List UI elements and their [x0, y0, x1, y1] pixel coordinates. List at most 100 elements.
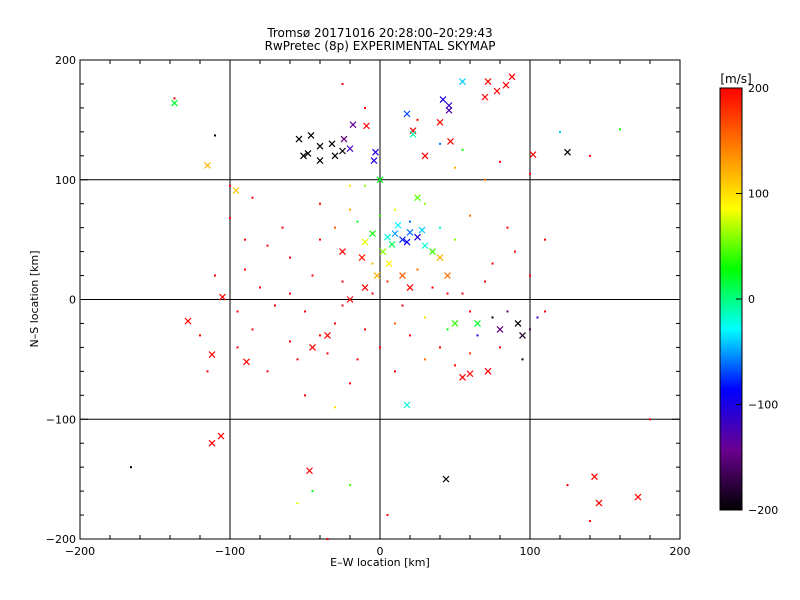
data-point-x — [349, 121, 357, 129]
data-point-x — [300, 152, 307, 160]
data-point-dot — [386, 514, 389, 517]
data-point-x — [304, 149, 312, 157]
data-point-x — [394, 221, 402, 229]
data-point-dot — [319, 334, 321, 337]
data-point-dot — [619, 128, 621, 131]
data-point-dot — [371, 292, 374, 295]
data-point-x — [361, 284, 369, 291]
data-point-dot — [544, 310, 546, 313]
data-point-dot — [356, 358, 359, 361]
data-point-dot — [469, 310, 471, 313]
data-point-dot — [559, 130, 561, 133]
colorbar: −200 −100 0 100 200 — [719, 82, 778, 517]
data-point-dot — [296, 502, 299, 505]
data-point-dot — [461, 148, 464, 151]
data-point-dot — [251, 328, 254, 331]
data-point-x — [243, 358, 250, 366]
data-point-dot — [424, 202, 426, 205]
data-point-dot — [364, 106, 366, 109]
data-point-x — [459, 78, 466, 85]
data-point-dot — [244, 238, 246, 241]
data-point-dot — [364, 328, 366, 331]
data-point-dot — [461, 292, 464, 295]
data-point-dot — [319, 202, 321, 205]
data-point-dot — [349, 184, 351, 187]
data-point-x — [339, 248, 346, 256]
data-point-dot — [326, 352, 329, 355]
colorbar-tick-label: 100 — [748, 188, 769, 201]
data-point-x — [421, 152, 429, 160]
data-point-dot — [349, 382, 351, 385]
data-point-dot — [394, 208, 396, 211]
data-point-dot — [289, 256, 291, 259]
data-point-dot — [274, 304, 276, 307]
data-point-x — [409, 130, 417, 138]
data-point-x — [403, 401, 411, 409]
data-point-x — [399, 272, 406, 279]
data-point-x — [436, 118, 444, 126]
data-point-dot — [214, 274, 216, 277]
data-point-dot — [311, 490, 314, 493]
data-point-dot — [454, 364, 456, 367]
data-point-dot — [229, 217, 231, 220]
data-point-x — [324, 332, 331, 339]
data-point-dot — [469, 214, 471, 217]
data-point-x — [445, 106, 453, 114]
data-point-dot — [304, 310, 306, 313]
data-point-dot — [379, 214, 381, 217]
data-point-x — [502, 81, 510, 89]
data-point-dot — [266, 244, 269, 247]
x-tick-label: −200 — [65, 545, 95, 558]
data-point-dot — [394, 370, 396, 373]
x-tick-label: −100 — [215, 545, 245, 558]
data-point-x — [339, 147, 346, 155]
data-point-dot — [236, 310, 239, 313]
data-point-dot — [431, 286, 434, 289]
data-point-x — [444, 272, 451, 279]
data-point-x — [306, 467, 313, 475]
data-point-x — [384, 233, 391, 241]
y-tick-label: −200 — [46, 533, 76, 546]
data-point-dot — [521, 358, 524, 361]
data-point-x — [309, 343, 316, 351]
data-point-dot — [424, 316, 426, 319]
data-point-x — [208, 439, 216, 447]
data-point-dot — [356, 220, 359, 223]
data-point-x — [208, 351, 216, 359]
data-point-dot — [529, 328, 531, 331]
data-point-x — [369, 230, 376, 238]
data-point-dot — [566, 484, 569, 487]
data-point-dot — [416, 268, 419, 271]
data-point-dot — [259, 286, 261, 289]
data-point-dot — [371, 262, 374, 265]
data-point-x — [358, 254, 366, 262]
data-point-dot — [236, 346, 239, 349]
data-point-x — [591, 473, 598, 481]
data-point-dot — [341, 280, 344, 283]
data-point-x — [346, 145, 354, 153]
data-point-x — [403, 110, 411, 118]
data-point-dot — [349, 208, 351, 211]
data-point-dot — [296, 358, 299, 361]
data-point-dot — [364, 184, 366, 187]
x-tick-label: 100 — [520, 545, 541, 558]
data-point-x — [204, 161, 211, 169]
data-point-x — [484, 78, 492, 85]
data-point-dot — [379, 346, 381, 349]
data-point-dot — [439, 346, 441, 349]
data-point-dot — [439, 226, 441, 229]
data-point-x — [459, 373, 466, 381]
data-point-x — [474, 320, 481, 327]
data-point-dot — [341, 82, 344, 85]
data-point-dot — [326, 538, 329, 540]
data-point-x — [418, 226, 426, 234]
x-tick-label: 200 — [670, 545, 691, 558]
data-point-x — [316, 142, 324, 150]
data-point-dot — [199, 334, 201, 337]
data-point-dot — [349, 484, 351, 487]
data-point-dot — [469, 352, 471, 355]
y-tick-label: 200 — [55, 54, 76, 67]
data-point-x — [346, 296, 354, 303]
data-point-x — [171, 99, 178, 107]
